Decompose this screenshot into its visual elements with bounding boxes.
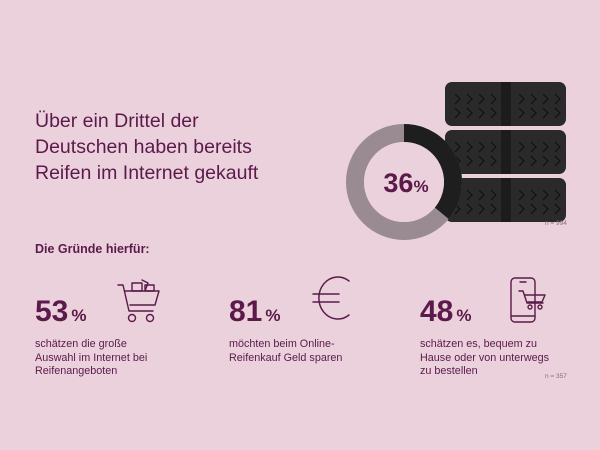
donut-segment [403,124,462,219]
shopping-cart-icon [117,279,160,323]
main-percentage-unit: % [413,177,429,196]
headline-line-3: Reifen im Internet gekauft [35,162,259,184]
stat-number: 48 [420,295,454,328]
stat-description-line: möchten beim Online- [229,338,335,350]
stat-description: möchten beim Online- Reifenkauf Geld spa… [229,338,399,365]
stat-selection: 53% schätzen die große Auswahl im Intern… [35,293,205,379]
smartphone-cart-icon [510,277,546,323]
stat-value: 53% [35,293,205,336]
tire-bottom [445,178,566,222]
tire-stack-icon [445,82,566,222]
stat-description-line: Reifenkauf Geld sparen [229,351,343,364]
tire-middle [445,130,566,174]
headline-line-2: Deutschen haben bereits [35,136,252,158]
donut-chart [346,124,462,240]
stat-description-line: schätzen es, bequem zu [420,338,538,350]
stat-description-line: Hause oder von unterwegs [420,351,550,364]
stat-description: schätzen die große Auswahl im Internet b… [35,338,205,379]
stat-description-line: Auswahl im Internet bei [35,351,148,364]
sample-size-note: n = 357 [545,373,567,380]
stat-number: 81 [229,295,263,328]
reasons-title: Die Gründe hierfür: [35,242,150,256]
stat-unit: % [71,306,87,325]
main-percentage: 36% [376,168,436,199]
tire-top [445,82,566,126]
stat-description: schätzen es, bequem zu Hause oder von un… [420,338,590,379]
stat-savings: 81% möchten beim Online- Reifenkauf Geld… [229,293,399,365]
stat-value: 48% [420,293,590,336]
stat-unit: % [265,306,281,325]
euro-icon [312,276,350,320]
stat-value: 81% [229,293,399,336]
stat-unit: % [456,306,472,325]
headline: Über ein Drittel der Deutschen haben ber… [35,108,335,186]
stat-number: 53 [35,295,69,328]
headline-line-1: Über ein Drittel der [35,110,199,132]
donut-hole [364,142,444,222]
stat-convenience: 48% schätzen es, bequem zu Hause oder vo… [420,293,590,379]
stat-description-line: zu bestellen [420,365,478,377]
main-percentage-value: 36 [383,168,414,198]
stat-description-line: Reifenangeboten [35,365,118,377]
sample-size-note: n = 994 [545,220,567,227]
stat-description-line: schätzen die große [35,338,127,350]
